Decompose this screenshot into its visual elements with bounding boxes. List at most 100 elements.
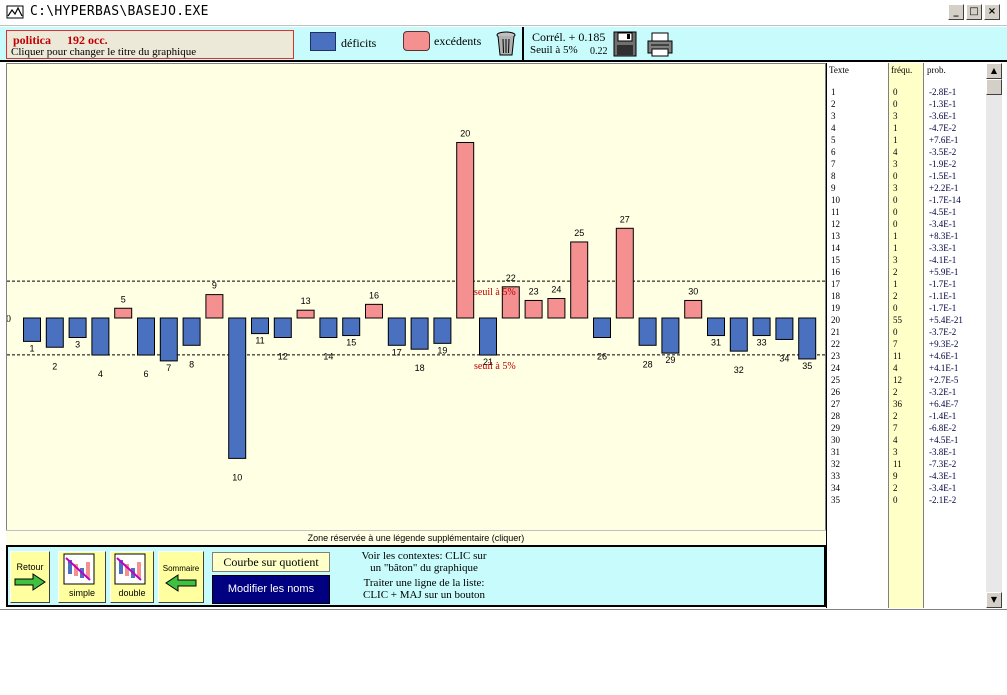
row-texte: 11 (831, 207, 840, 217)
list-row[interactable]: 4 1 -4.7E-2 (827, 123, 987, 135)
printer-icon[interactable] (647, 31, 673, 57)
list-scrollbar[interactable]: ▲ ▼ (986, 63, 1002, 608)
list-row[interactable]: 23 11 +4.6E-1 (827, 351, 987, 363)
list-row[interactable]: 1 0 -2.8E-1 (827, 87, 987, 99)
minimize-button[interactable]: _ (948, 4, 964, 20)
modifier-noms-button[interactable]: Modifier les noms (212, 575, 330, 604)
chart-bar-27[interactable] (615, 227, 634, 319)
chart-bar-34[interactable] (775, 317, 794, 340)
chart-bar-23[interactable] (524, 299, 543, 319)
list-row[interactable]: 31 3 -3.8E-1 (827, 447, 987, 459)
list-row[interactable]: 26 2 -3.2E-1 (827, 387, 987, 399)
chart-bar-12[interactable] (273, 317, 292, 338)
chart-bar-25[interactable] (570, 241, 589, 319)
chart-bar-5[interactable] (114, 307, 133, 319)
chart-bar-26[interactable] (593, 317, 611, 338)
list-row[interactable]: 2 0 -1.3E-1 (827, 99, 987, 111)
chart-bar-11[interactable] (251, 317, 269, 335)
list-row[interactable]: 20 55 +5.4E-21 (827, 315, 987, 327)
chart-bar-29[interactable] (661, 317, 680, 354)
trash-icon[interactable] (496, 30, 516, 57)
chart-bar-30[interactable] (684, 299, 703, 319)
chart-bar-14[interactable] (319, 317, 338, 338)
list-row[interactable]: 33 9 -4.3E-1 (827, 471, 987, 483)
chart-bar-17[interactable] (387, 317, 406, 346)
list-row[interactable]: 3 3 -3.6E-1 (827, 111, 987, 123)
list-row[interactable]: 21 0 -3.7E-2 (827, 327, 987, 339)
legend-zone[interactable]: Zone réservée à une légende supplémentai… (6, 530, 826, 545)
list-row[interactable]: 7 3 -1.9E-2 (827, 159, 987, 171)
list-row[interactable]: 25 12 +2.7E-5 (827, 375, 987, 387)
list-row[interactable]: 34 2 -3.4E-1 (827, 483, 987, 495)
list-row[interactable]: 13 1 +8.3E-1 (827, 231, 987, 243)
chart-bar-35[interactable] (798, 317, 817, 360)
bar-chart[interactable]: 0 1 2 3 4 5 6 7 8 9 10 11 12 13 14 15 16 17 18 19 20 21 22 23 24… (6, 63, 827, 545)
list-row[interactable]: 9 3 +2.2E-1 (827, 183, 987, 195)
chart-bar-4[interactable] (91, 317, 110, 356)
frequency-list[interactable]: Texte fréqu. prob. 1 0 -2.8E-1 2 0 -1.3E-1 3 3-… (826, 63, 986, 608)
chart-bar-7[interactable] (159, 317, 178, 362)
row-prob: -3.5E-2 (929, 147, 957, 157)
list-row[interactable]: 30 4 +4.5E-1 (827, 435, 987, 447)
chart-bar-3[interactable] (68, 317, 87, 338)
list-row[interactable]: 27 36 +6.4E-7 (827, 399, 987, 411)
chart-bar-2[interactable] (45, 317, 64, 348)
close-button[interactable]: × (984, 4, 1000, 20)
chart-bar-13[interactable] (296, 309, 315, 319)
scroll-thumb[interactable] (986, 79, 1002, 95)
scroll-up-button[interactable]: ▲ (986, 63, 1002, 79)
chart-bar-21[interactable] (479, 317, 497, 356)
list-row[interactable]: 24 4 +4.1E-1 (827, 363, 987, 375)
chart-bar-9[interactable] (205, 294, 224, 319)
chart-bar-6[interactable] (137, 317, 155, 356)
list-row[interactable]: 32 11 -7.3E-2 (827, 459, 987, 471)
retour-button[interactable]: Retour (10, 551, 50, 603)
scroll-down-button[interactable]: ▼ (986, 592, 1002, 608)
list-row[interactable]: 14 1 -3.3E-1 (827, 243, 987, 255)
chart-bar-16[interactable] (365, 303, 383, 319)
list-row[interactable]: 10 0 -1.7E-14 (827, 195, 987, 207)
chart-bar-20[interactable] (456, 142, 475, 319)
graph-double-button[interactable]: double (110, 551, 154, 603)
chart-bar-28[interactable] (638, 317, 657, 346)
list-row[interactable]: 17 1 -1.7E-1 (827, 279, 987, 291)
sommaire-button[interactable]: Sommaire (158, 551, 204, 603)
list-row[interactable]: 15 3 -4.1E-1 (827, 255, 987, 267)
legend-excedent-swatch (403, 31, 430, 51)
chart-bar-15[interactable] (342, 317, 361, 337)
chart-bar-1[interactable] (23, 317, 41, 342)
chart-bar-24[interactable] (547, 298, 566, 319)
chart-bar-22[interactable] (501, 286, 520, 319)
floppy-disk-icon[interactable] (613, 31, 637, 57)
list-row[interactable]: 22 7 +9.3E-2 (827, 339, 987, 351)
list-row[interactable]: 8 0 -1.5E-1 (827, 171, 987, 183)
row-prob: -1.1E-1 (929, 291, 957, 301)
courbe-quotient-button[interactable]: Courbe sur quotient (212, 552, 330, 572)
action-panel: Retour simple double Sommaire Courbe sur… (6, 545, 826, 607)
legend-excedent-label: excédents (434, 34, 482, 48)
bar-label-30: 30 (688, 286, 698, 296)
chart-bar-19[interactable] (433, 317, 452, 344)
graph-simple-button[interactable]: simple (58, 551, 106, 603)
list-row[interactable]: 6 4 -3.5E-2 (827, 147, 987, 159)
chart-title-box[interactable]: politica 192 occ. Cliquer pour changer l… (6, 30, 294, 59)
chart-bar-33[interactable] (752, 317, 771, 337)
maximize-button[interactable]: □ (966, 4, 982, 20)
list-row[interactable]: 16 2 +5.9E-1 (827, 267, 987, 279)
list-row[interactable]: 29 7 -6.8E-2 (827, 423, 987, 435)
chart-bar-31[interactable] (707, 317, 725, 337)
chart-bar-8[interactable] (182, 317, 201, 346)
list-row[interactable]: 11 0 -4.5E-1 (827, 207, 987, 219)
list-row[interactable]: 35 0 -2.1E-2 (827, 495, 987, 507)
help-line-3: Traiter une ligne de la liste: (363, 577, 485, 589)
chart-bar-10[interactable] (228, 317, 247, 459)
chart-bar-32[interactable] (729, 317, 748, 352)
row-prob: -3.2E-1 (929, 387, 957, 397)
list-row[interactable]: 12 0 -3.4E-1 (827, 219, 987, 231)
list-row[interactable]: 28 2 -1.4E-1 (827, 411, 987, 423)
list-row[interactable]: 18 2 -1.1E-1 (827, 291, 987, 303)
list-row[interactable]: 5 1 +7.6E-1 (827, 135, 987, 147)
chart-bar-18[interactable] (410, 317, 429, 350)
list-row[interactable]: 19 0 -1.7E-1 (827, 303, 987, 315)
